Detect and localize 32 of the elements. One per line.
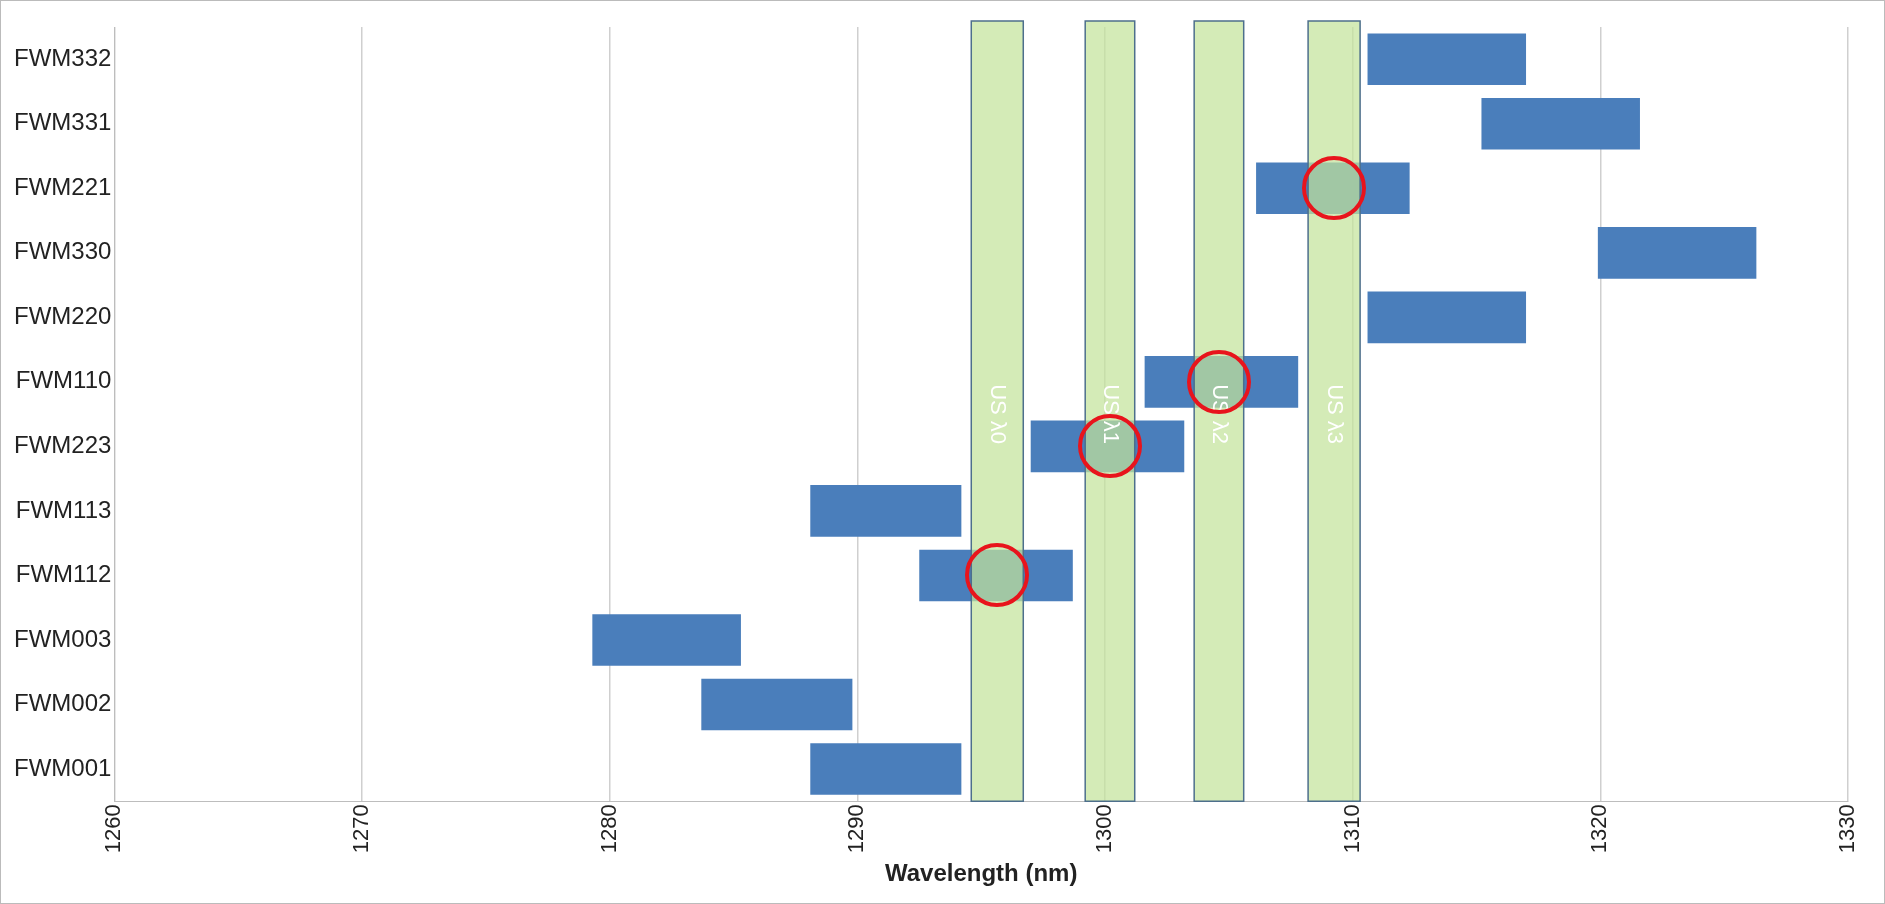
y-tick-label: FWM331 [13, 108, 112, 136]
x-tick-label: 1270 [348, 804, 374, 854]
y-tick-label: FWM110 [15, 366, 112, 394]
bar [701, 678, 853, 731]
y-tick-label: FWM001 [13, 753, 112, 781]
y-tick-label: FWM003 [13, 624, 112, 652]
x-axis-title: Wavelength (nm) [884, 859, 1078, 887]
x-tick-label: 1320 [1586, 804, 1612, 854]
x-tick-label: 1280 [595, 804, 621, 854]
x-tick-label: 1290 [843, 804, 869, 854]
y-tick-label: FWM221 [13, 172, 112, 200]
y-tick-label: FWM112 [15, 560, 112, 588]
x-tick-label: 1330 [1834, 804, 1860, 854]
y-tick-label: FWM330 [13, 237, 112, 265]
y-tick-label: FWM332 [13, 43, 112, 71]
band-label: US λ3 [1323, 384, 1349, 445]
y-tick-label: FWM223 [13, 431, 112, 459]
y-tick-label: FWM220 [13, 301, 112, 329]
x-tick-label: 1260 [100, 804, 126, 854]
bar [1367, 33, 1527, 86]
bar [592, 614, 741, 666]
bar [810, 743, 962, 795]
band-label: US λ0 [986, 384, 1012, 445]
bar [1367, 291, 1527, 344]
x-tick-label: 1310 [1338, 804, 1364, 854]
y-tick-label: FWM113 [15, 495, 112, 523]
x-tick-label: 1300 [1091, 804, 1117, 854]
bar [810, 485, 962, 537]
band-label: US λ1 [1098, 384, 1124, 445]
y-tick-label: FWM002 [13, 689, 112, 717]
bar [1481, 97, 1640, 150]
bar [1597, 227, 1757, 279]
